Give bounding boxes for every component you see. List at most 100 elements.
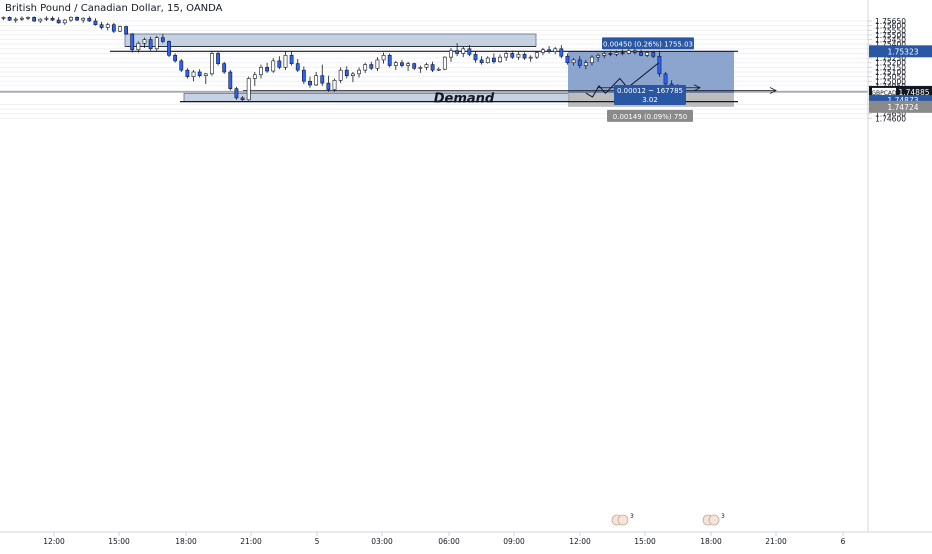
candle[interactable] (124, 25, 129, 35)
candle[interactable] (455, 43, 460, 57)
candle[interactable] (620, 49, 625, 56)
candle[interactable] (326, 75, 331, 92)
candle[interactable] (639, 49, 643, 57)
candle[interactable] (320, 64, 325, 86)
candle[interactable] (522, 52, 527, 60)
event-icon[interactable]: 3 (611, 513, 634, 526)
candle[interactable] (314, 71, 319, 86)
candle[interactable] (498, 54, 502, 63)
candle[interactable] (559, 45, 564, 59)
candle[interactable] (191, 70, 196, 82)
candle[interactable] (485, 56, 490, 64)
candle[interactable] (412, 62, 417, 71)
candle[interactable] (75, 16, 79, 21)
candle[interactable] (277, 56, 282, 70)
candle[interactable] (271, 58, 276, 73)
candle[interactable] (577, 56, 582, 69)
candle[interactable] (614, 50, 619, 57)
candle[interactable] (44, 16, 49, 21)
candle[interactable] (534, 51, 539, 60)
candle[interactable] (344, 66, 349, 79)
candle[interactable] (541, 47, 545, 56)
candle[interactable] (32, 16, 37, 22)
candle[interactable] (430, 61, 435, 72)
candle[interactable] (565, 53, 570, 65)
candle[interactable] (461, 46, 466, 58)
candle[interactable] (185, 68, 190, 79)
candle[interactable] (632, 48, 637, 55)
candle[interactable] (467, 45, 472, 57)
candle[interactable] (442, 56, 447, 71)
candle[interactable] (596, 53, 601, 62)
candle[interactable] (602, 51, 607, 59)
candle[interactable] (50, 16, 55, 21)
candle[interactable] (363, 62, 368, 73)
candle[interactable] (130, 33, 135, 53)
candle[interactable] (62, 19, 67, 25)
candle[interactable] (1, 16, 6, 21)
candle[interactable] (645, 51, 650, 58)
candle[interactable] (222, 61, 227, 74)
candle[interactable] (173, 53, 178, 63)
candle[interactable] (375, 57, 380, 72)
candle[interactable] (179, 59, 184, 72)
candle[interactable] (400, 59, 404, 68)
candle[interactable] (626, 48, 631, 55)
candle[interactable] (228, 70, 233, 91)
candle[interactable] (148, 36, 153, 51)
supply-zone[interactable] (124, 33, 537, 47)
candle[interactable] (252, 71, 257, 86)
candle[interactable] (479, 56, 484, 65)
candle[interactable] (13, 17, 18, 23)
candle[interactable] (283, 51, 288, 71)
candle[interactable] (351, 71, 355, 83)
candle[interactable] (381, 52, 386, 64)
candle[interactable] (154, 35, 159, 51)
candle[interactable] (571, 58, 576, 66)
candle[interactable] (259, 64, 263, 79)
candle[interactable] (663, 71, 668, 86)
candle[interactable] (338, 67, 343, 84)
candle[interactable] (38, 18, 43, 23)
candle[interactable] (81, 17, 86, 23)
symbol-title[interactable]: British Pound / Canadian Dollar, 15, OAN… (2, 2, 226, 15)
candle[interactable] (197, 69, 202, 78)
candle[interactable] (111, 22, 116, 34)
candle[interactable] (234, 86, 239, 100)
candle[interactable] (473, 51, 478, 63)
demand-zone[interactable] (183, 92, 570, 103)
candle[interactable] (387, 53, 392, 68)
candle[interactable] (216, 51, 220, 66)
candle[interactable] (203, 72, 208, 85)
candle[interactable] (210, 51, 214, 76)
candle[interactable] (93, 18, 98, 26)
candle[interactable] (424, 62, 429, 71)
candle[interactable] (56, 17, 61, 24)
candle[interactable] (369, 61, 374, 71)
candle[interactable] (105, 22, 110, 31)
candle[interactable] (590, 55, 594, 66)
candle[interactable] (528, 55, 533, 62)
candle[interactable] (289, 51, 294, 66)
candle[interactable] (547, 46, 551, 54)
event-icon[interactable]: 3 (702, 513, 725, 526)
candle[interactable] (301, 66, 306, 85)
candle[interactable] (87, 16, 92, 22)
candle[interactable] (99, 21, 104, 30)
candle[interactable] (246, 76, 251, 101)
candle[interactable] (449, 47, 453, 62)
candle[interactable] (504, 50, 509, 61)
candle[interactable] (583, 59, 588, 70)
candle[interactable] (357, 67, 361, 78)
candle[interactable] (516, 51, 521, 60)
candle[interactable] (418, 65, 423, 73)
candle[interactable] (608, 50, 613, 57)
candle[interactable] (491, 53, 496, 64)
candle[interactable] (657, 50, 662, 77)
candle[interactable] (118, 25, 122, 33)
candle[interactable] (406, 61, 410, 72)
candle[interactable] (553, 46, 558, 55)
candle[interactable] (651, 50, 656, 59)
